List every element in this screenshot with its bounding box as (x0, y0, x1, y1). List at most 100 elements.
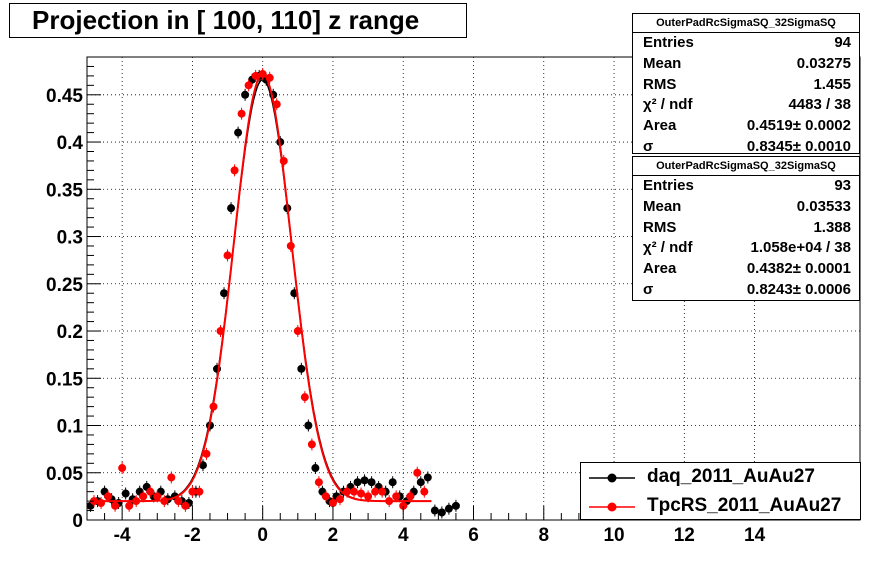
data-point-tpcrs (132, 497, 141, 506)
data-point-tpcrs (139, 492, 148, 501)
stats-label: χ² / ndf (643, 96, 693, 114)
data-point-daq (121, 489, 130, 498)
legend-marker-tpcrs (589, 502, 635, 512)
x-tick-label: 8 (538, 525, 549, 546)
y-tick-label: 0 (72, 511, 83, 532)
x-tick-label: -2 (184, 525, 201, 546)
data-point-daq (360, 476, 369, 485)
data-point-tpcrs (195, 487, 204, 496)
legend-marker-daq (589, 473, 635, 483)
data-point-daq (444, 504, 453, 513)
chart-title: Projection in [ 100, 110] z range (9, 3, 467, 38)
x-tick-label: 12 (674, 525, 695, 546)
stats-row-rms: RMS 1.388 (633, 218, 859, 239)
legend-item-daq: daq_2011_AuAu27 (581, 463, 860, 492)
legend-label-daq: daq_2011_AuAu27 (647, 466, 815, 487)
stats-box-daq: OuterPadRcSigmaSQ_32SigmaSQ Entries 94 Me… (632, 13, 860, 155)
data-point-tpcrs (378, 487, 387, 496)
data-point-tpcrs (314, 478, 323, 487)
y-tick-label: 0.3 (57, 228, 83, 249)
data-point-tpcrs (307, 440, 316, 449)
data-point-tpcrs (90, 497, 99, 506)
data-point-tpcrs (97, 498, 106, 507)
stats-value: 0.03275 (796, 54, 851, 72)
stats-row-sigma: σ 0.8345± 0.0010 (633, 137, 859, 158)
stats-value: 0.8345± 0.0010 (746, 137, 851, 155)
series-layer (86, 68, 460, 519)
data-point-tpcrs (385, 497, 394, 506)
data-point-daq (423, 473, 432, 482)
data-point-tpcrs (202, 449, 211, 458)
stats-label: Entries (643, 34, 694, 51)
stats-row-sigma: σ 0.8243± 0.0006 (633, 280, 859, 301)
data-point-tpcrs (279, 156, 288, 165)
x-tick-label: 6 (468, 525, 479, 546)
data-point-tpcrs (209, 402, 218, 411)
stats-box-name: OuterPadRcSigmaSQ_32SigmaSQ (633, 14, 859, 33)
data-point-tpcrs (111, 501, 120, 510)
axes: -4 -2 0 2 4 6 8 10 12 14 0 0.05 0.1 0.15 0.2 0.25 0.3 0.3… (46, 56, 861, 546)
stats-row-mean: Mean 0.03275 (633, 54, 859, 75)
stats-label: RMS (643, 218, 677, 236)
stats-row-chi2: χ² / ndf 4483 / 38 (633, 95, 859, 116)
legend-item-tpcrs: TpcRS_2011_AuAu27 (581, 492, 860, 521)
data-point-tpcrs (153, 492, 162, 501)
data-point-tpcrs (300, 393, 309, 402)
stats-label: Mean (643, 197, 682, 215)
stats-row-area: Area 0.4382± 0.0001 (633, 259, 859, 280)
data-point-tpcrs (350, 487, 359, 496)
data-point-tpcrs (293, 327, 302, 336)
stats-label: Area (643, 260, 677, 278)
data-point-tpcrs (357, 489, 366, 498)
data-point-tpcrs (371, 487, 380, 496)
legend-label-tpcrs: TpcRS_2011_AuAu27 (647, 495, 842, 516)
data-point-daq (367, 478, 376, 487)
data-point-tpcrs (118, 464, 127, 473)
y-tick-label: 0.35 (46, 180, 83, 201)
data-point-tpcrs (286, 241, 295, 250)
stats-box-name: OuterPadRcSigmaSQ_32SigmaSQ (633, 157, 859, 176)
data-point-tpcrs (413, 468, 422, 477)
stats-label: σ (643, 137, 654, 155)
stats-value: 1.388 (813, 218, 851, 236)
stats-label: Entries (643, 177, 694, 194)
data-point-tpcrs (230, 166, 239, 175)
stats-row-rms: RMS 1.455 (633, 75, 859, 96)
data-point-tpcrs (335, 495, 344, 504)
data-point-tpcrs (399, 501, 408, 510)
x-tick-label: 10 (603, 525, 624, 546)
data-point-tpcrs (174, 497, 183, 506)
y-tick-label: 0.2 (57, 322, 83, 343)
stats-value: 93 (834, 177, 851, 194)
data-point-daq (297, 364, 306, 373)
y-tick-label: 0.15 (46, 369, 83, 390)
stats-row-chi2: χ² / ndf 1.058e+04 / 38 (633, 238, 859, 259)
data-point-tpcrs (321, 492, 330, 501)
data-point-daq (311, 464, 320, 473)
stats-row-entries: Entries 93 (633, 176, 859, 197)
stats-value: 0.8243± 0.0006 (746, 280, 851, 298)
stats-row-mean: Mean 0.03533 (633, 197, 859, 218)
stats-row-area: Area 0.4519± 0.0002 (633, 116, 859, 137)
data-point-tpcrs (420, 487, 429, 496)
stats-value: 1.455 (813, 75, 851, 93)
data-point-tpcrs (160, 497, 169, 506)
data-point-daq (234, 128, 243, 137)
data-point-daq (416, 478, 425, 487)
legend: daq_2011_AuAu27 TpcRS_2011_AuAu27 (580, 462, 861, 520)
stats-value: 0.03533 (796, 197, 851, 215)
data-point-tpcrs (364, 492, 373, 501)
data-point-tpcrs (223, 251, 232, 260)
x-tick-label: -4 (114, 525, 131, 546)
data-point-tpcrs (125, 501, 134, 510)
data-point-tpcrs (343, 487, 352, 496)
y-tick-label: 0.45 (46, 86, 83, 107)
x-tick-label: 0 (257, 525, 268, 546)
stats-label: χ² / ndf (643, 239, 693, 257)
data-point-tpcrs (406, 492, 415, 501)
x-tick-label: 14 (744, 525, 766, 546)
data-point-daq (353, 478, 362, 487)
data-point-tpcrs (146, 487, 155, 496)
data-point-daq (388, 478, 397, 487)
data-point-daq (304, 421, 313, 430)
